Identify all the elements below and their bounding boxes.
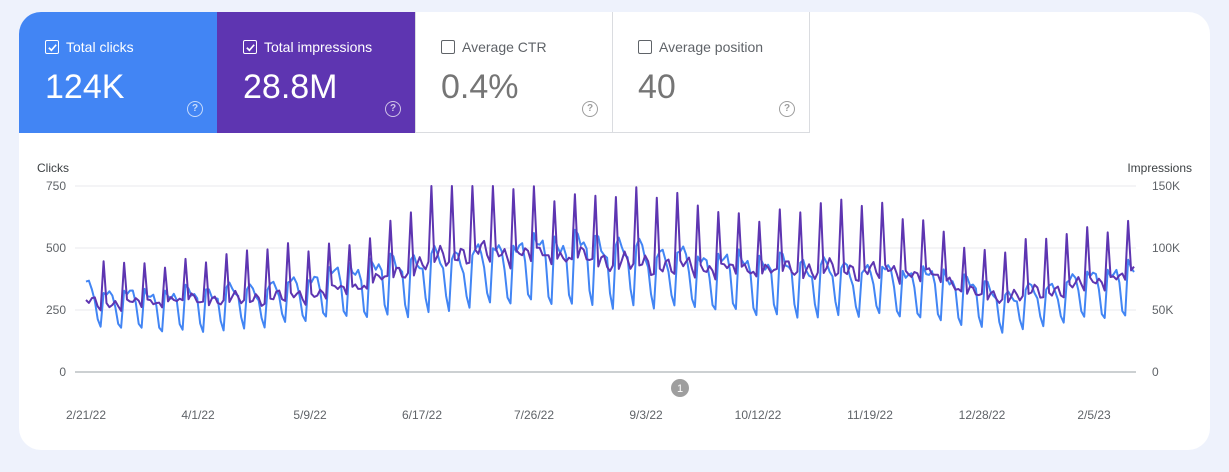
check-icon [245,43,255,51]
total-impressions-label: Total impressions [264,39,373,55]
total-impressions-checkbox[interactable] [243,40,257,54]
series-line-clicks [85,228,1135,334]
x-axis-ticks: 2/21/22 4/1/22 5/9/22 6/17/22 7/26/22 9/3/22 1… [66,408,1111,422]
average-position-checkbox[interactable] [638,40,652,54]
help-icon[interactable]: ? [779,101,795,117]
total-clicks-label: Total clicks [66,39,134,55]
right-tick-label: 50K [1152,303,1173,317]
series-layer [85,185,1135,334]
total-clicks-header: Total clicks [45,39,134,55]
average-ctr-label: Average CTR [462,39,547,55]
annotation-label: 1 [677,383,683,395]
total-clicks-tile[interactable]: Total clicks 124K ? [19,12,217,133]
right-tick-label: 0 [1152,365,1159,379]
right-axis-ticks: 0 50K 100K 150K [1152,179,1180,379]
left-axis-ticks: 0 250 500 750 [46,179,66,379]
performance-card: Total clicks 124K ? Total impressions 28… [19,12,1210,450]
help-icon[interactable]: ? [187,101,203,117]
average-ctr-tile[interactable]: Average CTR 0.4% ? [415,12,613,133]
x-tick-label: 11/19/22 [847,408,893,422]
total-impressions-value: 28.8M [243,68,338,106]
x-tick-label: 5/9/22 [293,408,327,422]
x-tick-label: 7/26/22 [514,408,554,422]
average-position-header: Average position [638,39,763,55]
average-ctr-value: 0.4% [441,68,519,106]
series-line-impressions [85,185,1135,312]
help-icon[interactable]: ? [582,101,598,117]
annotation-circle [671,379,689,397]
left-tick-label: 500 [46,241,66,255]
chart-grid [75,185,1136,373]
average-ctr-checkbox[interactable] [441,40,455,54]
average-position-tile[interactable]: Average position 40 ? [612,12,810,133]
right-tick-label: 150K [1152,179,1180,193]
x-tick-label: 6/17/22 [402,408,442,422]
left-tick-label: 750 [46,179,66,193]
total-clicks-checkbox[interactable] [45,40,59,54]
check-icon [47,43,57,51]
x-tick-label: 2/21/22 [66,408,106,422]
average-position-value: 40 [638,68,676,106]
x-tick-label: 2/5/23 [1077,408,1111,422]
left-tick-label: 0 [59,365,66,379]
annotation-marker[interactable]: 1 [671,379,689,397]
right-tick-label: 100K [1152,241,1180,255]
left-axis-title: Clicks [37,161,69,175]
x-tick-label: 4/1/22 [181,408,215,422]
left-tick-label: 250 [46,303,66,317]
x-tick-label: 9/3/22 [629,408,663,422]
total-impressions-header: Total impressions [243,39,372,55]
x-tick-label: 12/28/22 [959,408,1006,422]
average-ctr-header: Average CTR [441,39,547,55]
right-axis-title: Impressions [1127,161,1192,175]
x-tick-label: 10/12/22 [735,408,782,422]
help-icon[interactable]: ? [385,101,401,117]
average-position-label: Average position [659,39,764,55]
total-impressions-tile[interactable]: Total impressions 28.8M ? [217,12,415,133]
total-clicks-value: 124K [45,68,125,106]
